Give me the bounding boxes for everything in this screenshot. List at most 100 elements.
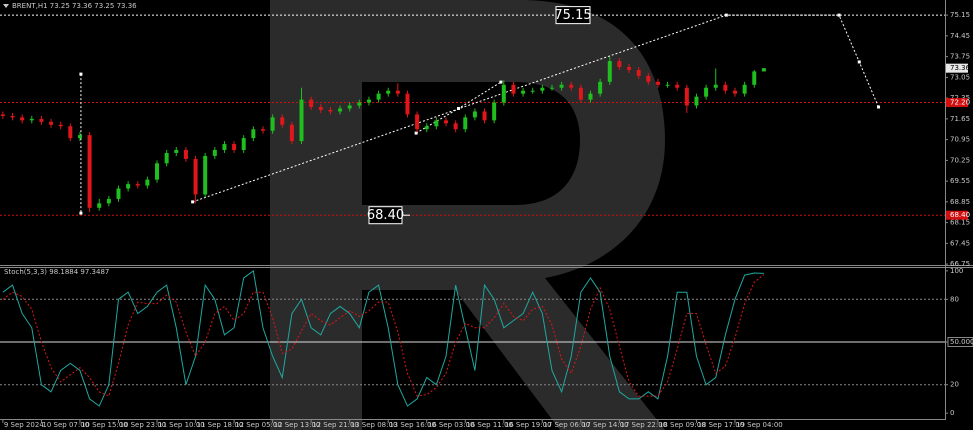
x-tick-label: 11 Sep 18:00 [197,421,244,429]
x-tick-label: 19 Sep 04:00 [736,421,783,429]
current-price-box [946,63,968,73]
annotation-label: 68.40 [367,208,404,223]
candle-body [395,90,400,94]
y-tick-label: 68.15 [950,219,970,227]
annotation-box [555,6,591,25]
watermark [270,0,665,430]
candle-body [357,102,362,106]
x-tick-label: 13 Sep 08:00 [351,421,398,429]
candle-body [521,90,526,94]
candle-body [646,75,651,82]
y-tick-label: 75.15 [950,11,970,19]
candle-body [318,107,323,110]
candle-body [241,138,246,150]
forecast-point [79,211,83,215]
x-tick-label: 16 Sep 19:00 [505,421,552,429]
x-tick-label: 18 Sep 17:00 [697,421,744,429]
candle-body [251,129,256,139]
candle-body [386,90,391,94]
candle-body [270,117,275,131]
y-tick-label: 70.25 [950,156,970,164]
candle-body [405,93,410,115]
candle-body [761,68,766,72]
candle-body [694,96,699,106]
candle-body [309,99,314,108]
candle-body [617,61,622,67]
candle-body [0,114,5,116]
level-label: 68.40 [950,211,970,219]
candle-body [299,99,304,142]
x-tick-label: 12 Sep 21:00 [312,421,359,429]
candle-body [559,84,564,88]
y-tick-label: 67.45 [950,239,970,247]
candle-body [530,90,535,92]
candle-body [607,61,612,82]
candle-body [598,81,603,94]
candle-body [222,144,227,150]
candle-body [39,118,44,122]
y-tick-label: 73.05 [950,73,970,81]
x-tick-label: 18 Sep 09:00 [659,421,706,429]
candle-body [164,152,169,164]
y-tick-label: 100 [950,267,963,275]
candle-body [675,84,680,88]
x-tick-label: 12 Sep 05:00 [235,421,282,429]
candle-body [58,124,63,127]
candle-body [49,121,54,125]
candle-body [280,117,285,125]
candle-body [501,84,506,103]
indicator-title: Stoch(5,3,3) 98.1884 97.3487 [4,268,109,276]
y-tick-label: 70.95 [950,136,970,144]
x-tick-label: 16 Sep 03:00 [428,421,475,429]
level-label: 72.20 [950,99,970,107]
candle-body [135,184,140,186]
y-tick-label: 66.75 [950,260,970,268]
candle-body [155,163,160,180]
y-tick-label: 50.0000 [950,338,973,346]
forecast-point [857,60,861,64]
forecast-line [192,14,879,203]
level-box [947,337,973,347]
candle-body [328,109,333,112]
candle-body [665,84,670,86]
forecast-point [414,131,418,135]
x-tick-label: 13 Sep 16:00 [389,421,436,429]
level-label-box [946,98,968,108]
x-tick-label: 9 Sep 2024 [4,421,44,429]
x-tick-label: 17 Sep 22:00 [620,421,667,429]
candle-body [636,69,641,76]
x-tick-label: 10 Sep 15:00 [81,421,128,429]
x-tick-label: 16 Sep 11:00 [466,421,513,429]
candle-body [183,149,188,159]
x-tick-label: 10 Sep 23:00 [119,421,166,429]
candle-body [97,203,102,208]
candle-body [174,149,179,153]
y-tick-label: 71.65 [950,115,970,123]
candle-body [126,184,131,189]
candle-body [106,198,111,204]
candle-body [492,102,497,121]
candle-body [627,66,632,70]
candle-body [29,118,34,121]
candle-body [203,155,208,195]
y-tick-label: 69.55 [950,177,970,185]
candle-body [540,87,545,91]
annotation-label: 75.15 [554,8,591,23]
forecast-point [457,106,461,110]
candle-body [116,188,121,199]
forecast-point [191,200,195,204]
candle-body [20,117,25,121]
x-tick-label: 11 Sep 10:00 [158,421,205,429]
y-tick-label: 0 [950,409,954,417]
y-tick-label: 73.75 [950,53,970,61]
candle-body [723,84,728,91]
forecast-point [877,105,881,109]
x-tick-label: 17 Sep 06:00 [543,421,590,429]
candle-body [444,120,449,124]
forecast-point [499,80,503,84]
level-label-box [946,210,968,220]
candle-body [742,84,747,94]
candle-body [463,117,468,130]
